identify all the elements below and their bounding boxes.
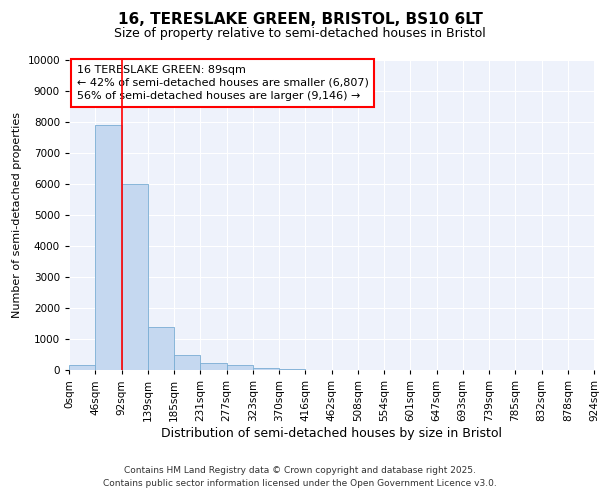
Text: 16, TERESLAKE GREEN, BRISTOL, BS10 6LT: 16, TERESLAKE GREEN, BRISTOL, BS10 6LT <box>118 12 482 28</box>
Bar <box>200 363 227 370</box>
Text: Contains HM Land Registry data © Crown copyright and database right 2025.
Contai: Contains HM Land Registry data © Crown c… <box>103 466 497 487</box>
Y-axis label: Number of semi-detached properties: Number of semi-detached properties <box>12 112 22 318</box>
Bar <box>121 184 148 370</box>
Bar <box>227 366 253 370</box>
Text: 16 TERESLAKE GREEN: 89sqm
← 42% of semi-detached houses are smaller (6,807)
56% : 16 TERESLAKE GREEN: 89sqm ← 42% of semi-… <box>77 64 369 101</box>
X-axis label: Distribution of semi-detached houses by size in Bristol: Distribution of semi-detached houses by … <box>161 426 502 440</box>
Bar <box>279 369 305 370</box>
Bar <box>95 125 121 370</box>
Bar <box>253 368 279 370</box>
Bar <box>174 354 200 370</box>
Text: Size of property relative to semi-detached houses in Bristol: Size of property relative to semi-detach… <box>114 28 486 40</box>
Bar <box>69 366 95 370</box>
Bar <box>148 326 174 370</box>
